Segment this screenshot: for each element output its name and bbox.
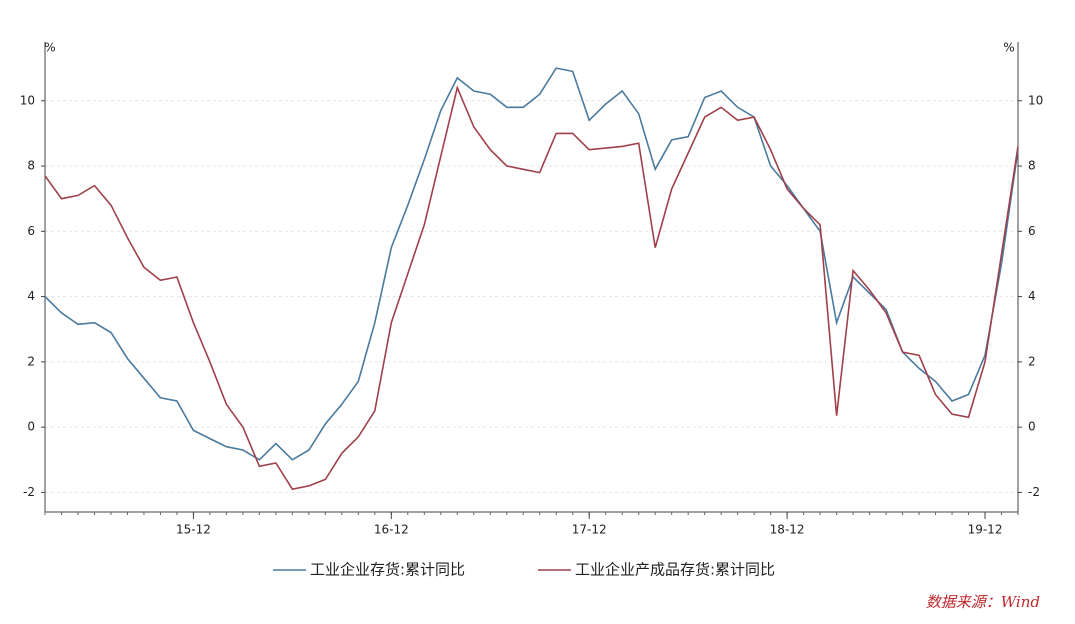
y-tick-label: 10 bbox=[20, 93, 35, 107]
x-tick-label: 16-12 bbox=[374, 523, 409, 537]
y-tick-label: 0 bbox=[27, 420, 35, 434]
legend-label: 工业企业存货:累计同比 bbox=[310, 561, 465, 579]
y2-tick-label: 0 bbox=[1028, 420, 1036, 434]
y-tick-label: 8 bbox=[27, 159, 35, 173]
y-tick-label: 6 bbox=[27, 224, 35, 238]
y2-tick-label: -2 bbox=[1028, 485, 1040, 499]
y2-tick-label: 6 bbox=[1028, 224, 1036, 238]
y-tick-label: 2 bbox=[27, 354, 35, 368]
source: 数据来源：Wind bbox=[926, 593, 1040, 611]
series-line bbox=[44, 67, 1019, 461]
y2-unit: % bbox=[1003, 41, 1014, 55]
y-tick-label: 4 bbox=[27, 289, 35, 303]
y2-tick-label: 2 bbox=[1028, 354, 1036, 368]
legend-label: 工业企业产成品存货:累计同比 bbox=[575, 561, 775, 579]
y2-tick-label: 4 bbox=[1028, 289, 1036, 303]
y2-tick-label: 10 bbox=[1028, 93, 1043, 107]
y-unit: % bbox=[44, 41, 55, 55]
series-line bbox=[44, 85, 1019, 491]
x-tick-label: 17-12 bbox=[572, 523, 607, 537]
x-tick-label: 18-12 bbox=[770, 523, 805, 537]
x-tick-label: 15-12 bbox=[176, 523, 211, 537]
x-tick-label: 19-12 bbox=[968, 523, 1003, 537]
y2-tick-label: 8 bbox=[1028, 159, 1036, 173]
y-tick-label: -2 bbox=[23, 485, 35, 499]
